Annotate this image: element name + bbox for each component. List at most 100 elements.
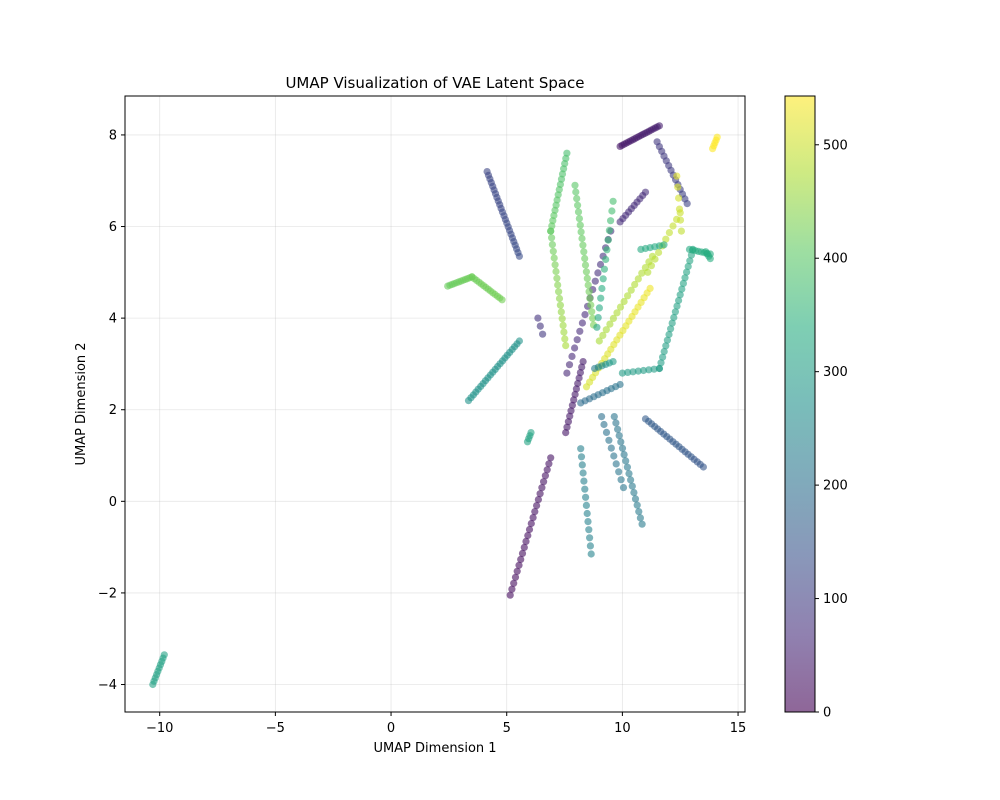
data-point	[598, 284, 606, 293]
data-point	[529, 514, 537, 522]
data-point	[508, 585, 516, 593]
data-point	[551, 261, 559, 269]
data-point	[582, 501, 591, 509]
y-tick-label: 2	[109, 403, 117, 418]
data-point	[556, 301, 565, 309]
data-point	[612, 419, 620, 427]
data-point	[534, 496, 543, 504]
data-point	[595, 304, 604, 312]
data-point	[539, 330, 547, 338]
data-point	[575, 374, 583, 382]
data-point	[577, 445, 585, 453]
data-point	[581, 261, 590, 269]
x-axis-label: UMAP Dimension 1	[373, 741, 496, 756]
data-point	[660, 241, 668, 249]
data-point	[610, 452, 618, 460]
data-point	[620, 297, 628, 306]
data-point	[599, 331, 607, 339]
data-point	[586, 542, 595, 550]
data-point	[541, 472, 550, 480]
data-point	[655, 248, 663, 257]
data-point	[515, 337, 524, 345]
data-point	[584, 281, 592, 289]
data-point	[540, 478, 548, 486]
data-point	[615, 468, 623, 476]
colorbar-tick-label: 400	[823, 252, 848, 267]
data-point	[578, 234, 586, 243]
y-tick-label: 6	[109, 220, 117, 235]
x-tick-label: 0	[387, 721, 395, 736]
data-point	[634, 367, 642, 375]
data-point	[582, 268, 591, 276]
data-points	[149, 122, 721, 689]
data-point	[683, 200, 691, 208]
data-point	[534, 314, 542, 322]
data-point	[623, 463, 632, 471]
data-point	[545, 460, 553, 468]
data-point	[609, 358, 617, 366]
data-point	[581, 254, 589, 263]
data-point	[560, 328, 568, 336]
data-point	[589, 314, 597, 322]
data-point	[674, 183, 682, 191]
data-point	[647, 262, 656, 270]
data-point	[515, 252, 524, 260]
data-point	[665, 229, 674, 237]
data-point	[548, 241, 557, 249]
data-point	[543, 466, 551, 474]
data-point	[570, 396, 578, 404]
y-axis-ticks: −4 −2 0 2 4 6 8	[98, 128, 125, 693]
data-point	[511, 573, 520, 581]
data-point	[644, 268, 652, 276]
data-point	[538, 484, 546, 492]
data-point	[517, 555, 525, 564]
data-point	[581, 311, 589, 319]
data-point	[581, 485, 589, 493]
y-axis-label: UMAP Dimension 2	[74, 342, 89, 465]
data-point	[547, 454, 555, 462]
data-point	[605, 226, 614, 234]
data-point	[591, 277, 599, 285]
data-point	[554, 281, 562, 289]
data-point	[598, 413, 606, 421]
data-point	[605, 436, 613, 444]
data-point	[578, 319, 587, 327]
data-point	[617, 476, 625, 484]
data-point	[618, 369, 627, 377]
data-point	[616, 303, 625, 311]
data-point	[641, 188, 650, 196]
data-point	[568, 401, 577, 409]
data-point	[586, 534, 594, 542]
data-point	[555, 288, 563, 296]
data-point	[681, 274, 689, 282]
x-tick-label: 15	[730, 721, 747, 736]
data-point	[568, 352, 576, 360]
data-point	[627, 286, 635, 294]
data-point	[536, 490, 544, 498]
data-point	[646, 284, 654, 292]
data-point	[614, 425, 622, 433]
data-point	[631, 280, 639, 289]
data-point	[571, 344, 579, 352]
colorbar	[785, 96, 815, 712]
data-point	[638, 520, 646, 528]
data-point	[583, 274, 591, 282]
data-point	[657, 359, 665, 367]
data-point	[620, 451, 628, 459]
data-point	[547, 227, 555, 235]
data-point	[571, 181, 579, 189]
data-point	[574, 379, 582, 388]
data-point	[628, 482, 636, 490]
data-point	[619, 484, 628, 492]
colorbar-ticks: 0 100 200 300 400 500	[815, 138, 848, 721]
data-point	[577, 228, 585, 236]
data-point	[559, 321, 567, 329]
data-point	[679, 279, 688, 287]
data-point	[618, 444, 627, 452]
data-point	[582, 493, 590, 501]
data-point	[686, 257, 694, 265]
data-point	[624, 292, 632, 300]
grid-lines	[125, 96, 745, 712]
data-point	[677, 227, 686, 235]
data-point	[676, 291, 684, 299]
